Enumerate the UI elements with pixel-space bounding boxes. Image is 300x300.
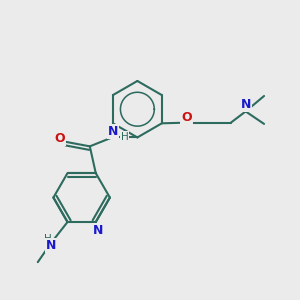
Text: N: N (107, 125, 118, 138)
Text: O: O (54, 132, 65, 146)
Text: O: O (181, 111, 191, 124)
Text: N: N (46, 239, 56, 252)
Text: H: H (44, 234, 52, 244)
Text: N: N (93, 224, 103, 237)
Text: N: N (241, 98, 251, 111)
Text: H: H (121, 132, 128, 142)
